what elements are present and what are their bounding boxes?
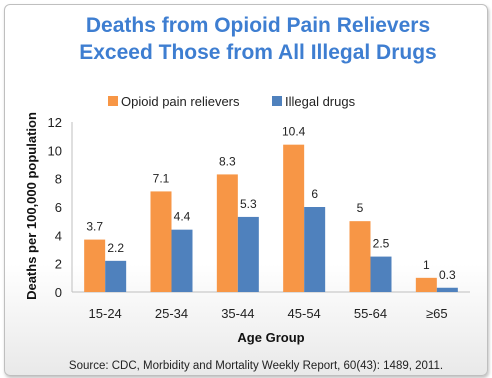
bar-illegal-1 xyxy=(171,229,193,292)
y-tick-label: 0 xyxy=(55,285,62,300)
chart-title-line-2: Exceed Those from All Illegal Drugs xyxy=(79,41,436,64)
data-label: 2.2 xyxy=(107,241,124,255)
data-label: 6 xyxy=(311,187,318,201)
legend: Opioid pain relievers Illegal drugs xyxy=(108,94,356,109)
y-tick-labels: 0 2 4 6 8 10 12 xyxy=(48,115,62,300)
bar-opioid-1 xyxy=(150,191,172,292)
data-label: 0.3 xyxy=(439,268,456,282)
y-tick-label: 2 xyxy=(55,257,62,272)
bar-illegal-2 xyxy=(237,216,259,292)
chart-title-line-1: Deaths from Opioid Pain Relievers xyxy=(86,14,430,37)
bar-illegal-3 xyxy=(304,207,326,292)
y-tick-label: 10 xyxy=(48,143,62,158)
data-label: 4.4 xyxy=(174,210,191,224)
x-tick-label: 55-64 xyxy=(354,306,387,321)
bar-illegal-4 xyxy=(370,256,392,292)
bar-opioid-4 xyxy=(349,221,371,292)
y-tick-label: 12 xyxy=(48,115,62,130)
x-tick-label: 25-34 xyxy=(155,306,188,321)
bar-opioid-2 xyxy=(216,174,238,292)
bar-illegal-0 xyxy=(105,260,127,292)
bar-opioid-0 xyxy=(84,239,106,292)
x-tick-label: 35-44 xyxy=(221,306,254,321)
x-axis-title: Age Group xyxy=(237,330,304,345)
legend-swatch-opioid xyxy=(108,96,118,106)
data-label: 8.3 xyxy=(219,154,236,168)
y-tick-label: 8 xyxy=(55,172,62,187)
x-tick-label: ≥65 xyxy=(426,306,448,321)
data-label: 5.3 xyxy=(240,197,257,211)
bar-illegal-5 xyxy=(436,287,458,292)
data-label: 7.1 xyxy=(153,171,170,185)
x-tick-label: 15-24 xyxy=(89,306,122,321)
x-tick-label: 45-54 xyxy=(288,306,321,321)
x-tick-labels: 15-24 25-34 35-44 45-54 55-64 ≥65 xyxy=(89,306,448,321)
bar-opioid-3 xyxy=(283,144,305,292)
chart-frame xyxy=(4,4,488,376)
data-label: 3.7 xyxy=(86,220,103,234)
data-label: 2.5 xyxy=(373,237,390,251)
bars: 3.7 2.2 7.1 4.4 8.3 5.3 10.4 6 5 2.5 1 0.3 xyxy=(84,125,458,292)
y-axis-title: Deaths per 100,000 population xyxy=(24,112,39,300)
legend-label-illegal: Illegal drugs xyxy=(285,94,356,109)
legend-swatch-illegal xyxy=(272,96,282,106)
bar-opioid-5 xyxy=(415,277,437,292)
legend-label-opioid: Opioid pain relievers xyxy=(121,94,240,109)
data-label: 1 xyxy=(423,258,430,272)
y-tick-label: 4 xyxy=(55,228,62,243)
data-label: 5 xyxy=(357,201,364,215)
y-tick-label: 6 xyxy=(55,200,62,215)
source-note: Source: CDC, Morbidity and Mortality Wee… xyxy=(69,360,443,372)
data-label: 10.4 xyxy=(282,125,306,139)
